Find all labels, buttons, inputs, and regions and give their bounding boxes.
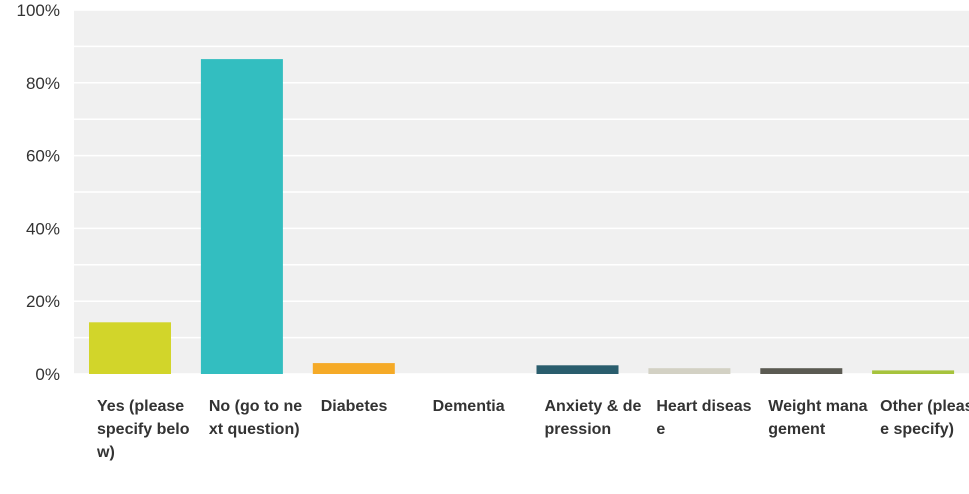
x-tick-label: Heart disease <box>656 398 752 438</box>
y-tick-label: 60% <box>26 147 60 166</box>
y-axis-ticks: 0% 20% 40% 60% 80% 100% <box>17 1 60 384</box>
bar <box>648 368 731 374</box>
y-tick-label: 0% <box>35 365 60 384</box>
x-tick-label: No (go to next question) <box>208 398 303 438</box>
bar <box>760 368 843 374</box>
y-tick-label: 20% <box>26 292 60 311</box>
x-tick-label: Yes (please specify below) <box>97 398 190 461</box>
x-tick-label: Other (please specify) <box>880 398 969 438</box>
bar <box>200 59 283 374</box>
bar <box>312 363 395 374</box>
bar <box>536 365 619 374</box>
y-tick-label: 40% <box>26 219 60 238</box>
x-tick-label: Anxiety & depression <box>544 398 642 438</box>
bars <box>89 59 955 374</box>
x-tick-label: Diabetes <box>320 398 388 415</box>
y-tick-label: 100% <box>17 1 60 20</box>
x-tick-label: Dementia <box>432 398 505 415</box>
bar <box>872 370 955 374</box>
x-tick-label: Weight management <box>768 398 868 438</box>
bar <box>89 322 171 374</box>
y-tick-label: 80% <box>26 74 60 93</box>
